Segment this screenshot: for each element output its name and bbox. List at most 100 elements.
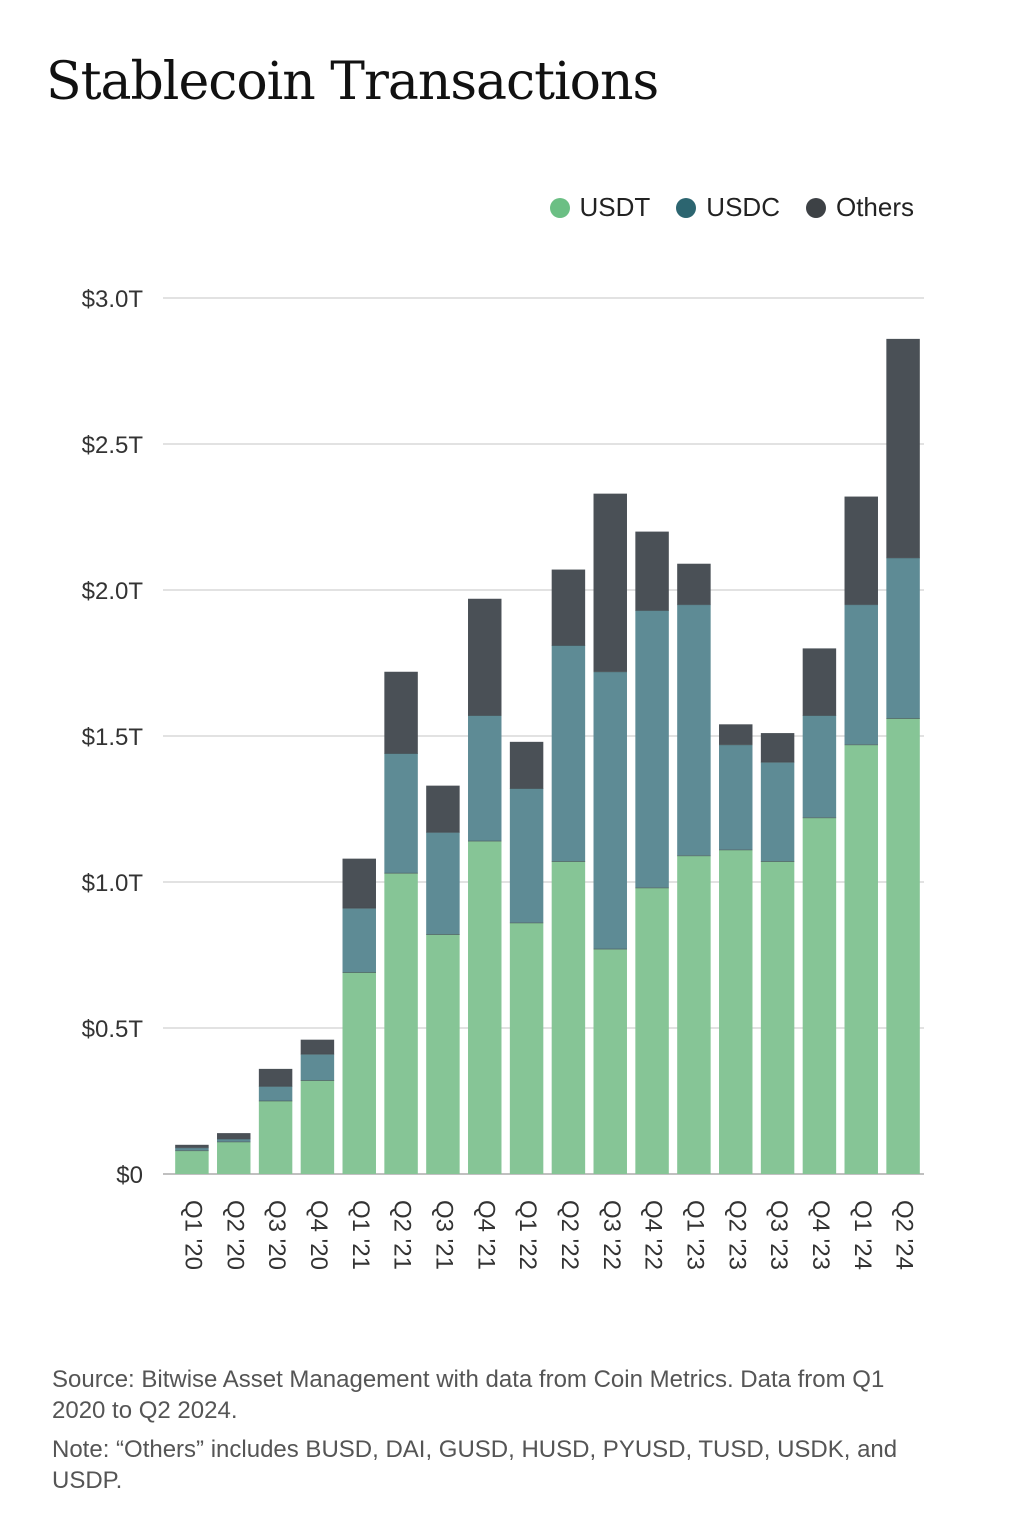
x-tick-label: Q3 '23	[765, 1200, 792, 1270]
x-tick-label: Q2 '24	[891, 1200, 918, 1270]
legend-label-usdc: USDC	[706, 192, 780, 222]
x-tick-label: Q2 '21	[389, 1200, 416, 1270]
bar-stack	[258, 1068, 293, 1174]
x-tick-label: Q4 '21	[472, 1200, 499, 1270]
bar-segment-others	[802, 648, 837, 716]
y-tick-label: $3.0T	[82, 286, 144, 313]
bar-stack	[384, 671, 418, 1174]
bar-segment-others	[300, 1039, 335, 1055]
x-tick-label: Q1 '21	[347, 1200, 374, 1270]
y-tick-label: $2.5T	[82, 432, 144, 459]
bar-segment-usdt	[300, 1080, 335, 1174]
bar-segment-usdc	[802, 715, 837, 818]
bar-segment-usdc	[635, 610, 669, 888]
bar-stack	[551, 569, 586, 1174]
bar-stack	[677, 563, 711, 1174]
x-tick-label: Q1 '20	[180, 1200, 207, 1270]
bar-segment-usdt	[509, 922, 544, 1174]
bar-stack	[760, 733, 795, 1174]
chart-legend: USDT USDC Others	[549, 192, 914, 223]
bar-stack	[175, 1144, 209, 1174]
legend-item-usdc: USDC	[676, 192, 780, 223]
x-tick-label: Q3 '21	[431, 1200, 458, 1270]
bar-segment-others	[551, 569, 586, 646]
bar-segment-others	[342, 858, 376, 909]
bar-segment-usdt	[802, 817, 837, 1174]
bar-segment-others	[175, 1144, 209, 1148]
bar-segment-usdc	[844, 604, 878, 745]
bar-stack	[217, 1133, 251, 1174]
bar-stack	[844, 496, 878, 1174]
y-tick-label: $1.0T	[82, 870, 144, 897]
bar-segment-others	[593, 493, 627, 672]
y-tick-label: $0	[116, 1162, 143, 1189]
y-tick-label: $0.5T	[82, 1016, 144, 1043]
bar-segment-usdt	[384, 873, 418, 1174]
bar-segment-others	[844, 496, 878, 605]
x-tick-label: Q4 '23	[807, 1200, 834, 1270]
bar-stack	[719, 724, 753, 1174]
bar-segment-usdt	[175, 1150, 209, 1174]
x-tick-label: Q4 '22	[640, 1200, 667, 1270]
stacked-bar-chart: $0$0.5T$1.0T$1.5T$2.0T$2.5T$3.0T Q1 '20 Q…	[82, 286, 924, 1270]
legend-swatch-usdt	[549, 197, 570, 218]
bar-segment-usdc	[468, 715, 502, 842]
bar-stack	[426, 785, 460, 1174]
bar-segment-usdc	[342, 908, 376, 973]
bar-segment-usdt	[886, 718, 920, 1174]
bar-stacks	[175, 338, 920, 1174]
bar-segment-usdt	[342, 972, 376, 1174]
bar-segment-usdc	[719, 744, 753, 850]
bar-segment-usdt	[844, 744, 878, 1174]
legend-swatch-others	[805, 197, 826, 218]
bar-segment-others	[886, 338, 920, 558]
legend-label-others: Others	[835, 192, 914, 222]
bar-stack	[593, 493, 627, 1174]
bar-segment-usdc	[593, 671, 627, 950]
bar-segment-others	[384, 671, 418, 754]
bar-segment-usdc	[760, 762, 795, 862]
bar-stack	[509, 741, 544, 1174]
x-tick-label: Q3 '20	[263, 1200, 290, 1270]
bar-stack	[342, 858, 376, 1174]
x-axis-ticks: Q1 '20 Q2 '20 Q3 '20 Q4 '20 Q1 '21 Q2 '21 Q3 '…	[180, 1200, 918, 1270]
x-tick-label: Q1 '23	[682, 1200, 709, 1270]
bar-segment-usdc	[677, 604, 711, 856]
x-tick-label: Q2 '22	[556, 1200, 583, 1270]
bar-stack	[802, 648, 837, 1174]
others-note: Note: “Others” includes BUSD, DAI, GUSD,…	[52, 1436, 898, 1494]
bar-segment-usdt	[593, 949, 627, 1174]
bar-segment-others	[635, 531, 669, 611]
chart-title: Stablecoin Transactions	[46, 52, 659, 112]
legend-item-usdt: USDT	[549, 192, 651, 223]
bar-segment-usdt	[468, 841, 502, 1174]
bar-segment-others	[760, 733, 795, 763]
bar-segment-others	[217, 1133, 251, 1139]
bar-stack	[886, 338, 920, 1174]
x-tick-label: Q1 '22	[514, 1200, 541, 1270]
bar-stack	[300, 1039, 335, 1174]
y-tick-label: $1.5T	[82, 724, 144, 751]
bar-segment-others	[719, 724, 753, 745]
chart-footnotes: Source: Bitwise Asset Management with da…	[52, 1364, 932, 1504]
x-tick-label: Q2 '20	[221, 1200, 248, 1270]
legend-item-others: Others	[805, 192, 914, 223]
bar-segment-usdt	[677, 855, 711, 1174]
bar-segment-usdt	[551, 861, 586, 1174]
bar-stack	[468, 598, 502, 1174]
legend-label-usdt: USDT	[579, 192, 651, 222]
x-tick-label: Q4 '20	[305, 1200, 332, 1270]
bar-segment-others	[258, 1068, 293, 1087]
bar-segment-others	[509, 741, 544, 789]
bar-segment-usdc	[217, 1138, 251, 1142]
bar-segment-usdt	[760, 861, 795, 1174]
bar-segment-usdt	[719, 849, 753, 1174]
y-axis-ticks: $0 $0.5T $1.0T $1.5T $2.0T $2.5T $3.0T	[82, 286, 144, 1189]
bar-segment-usdt	[635, 887, 669, 1174]
bar-segment-usdc	[509, 788, 544, 923]
bar-segment-usdc	[300, 1054, 335, 1081]
bar-segment-usdc	[886, 557, 920, 719]
bar-segment-usdc	[551, 645, 586, 862]
bar-segment-usdc	[426, 832, 460, 935]
y-tick-label: $2.0T	[82, 578, 144, 605]
